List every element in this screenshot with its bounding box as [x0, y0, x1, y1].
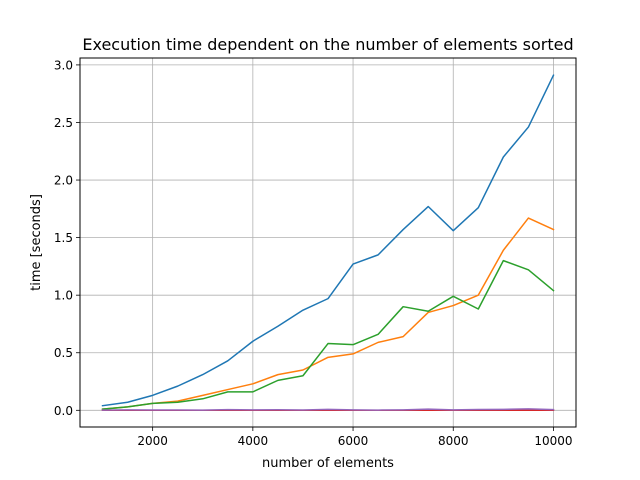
plot-frame — [79, 57, 577, 428]
x-tick-label: 4000 — [238, 434, 269, 448]
y-tick-label: 1.5 — [54, 231, 73, 245]
x-tick-label: 10000 — [534, 434, 572, 448]
y-tick-label: 2.0 — [54, 174, 73, 188]
y-tick-label: 3.0 — [54, 58, 73, 72]
x-axis-label: number of elements — [262, 456, 394, 471]
series-lines — [101, 74, 555, 412]
series-line-2 — [101, 217, 555, 410]
y-tick-label: 0.0 — [54, 404, 73, 418]
y-axis-label: time [seconds] — [29, 194, 44, 291]
x-tick-label: 2000 — [137, 434, 168, 448]
x-tick-label: 6000 — [338, 434, 369, 448]
chart-title: Execution time dependent on the number o… — [82, 35, 573, 54]
x-axis: 2000 4000 6000 8000 10000 — [137, 427, 573, 448]
x-tick-label: 8000 — [438, 434, 469, 448]
y-tick-label: 0.5 — [54, 346, 73, 360]
series-line-1 — [101, 74, 555, 407]
series-line-3 — [101, 259, 555, 410]
y-tick-label: 1.0 — [54, 289, 73, 303]
y-axis: 0.0 0.5 1.0 1.5 2.0 2.5 3.0 — [54, 58, 80, 418]
series-line-5 — [101, 408, 555, 411]
y-tick-label: 2.5 — [54, 116, 73, 130]
